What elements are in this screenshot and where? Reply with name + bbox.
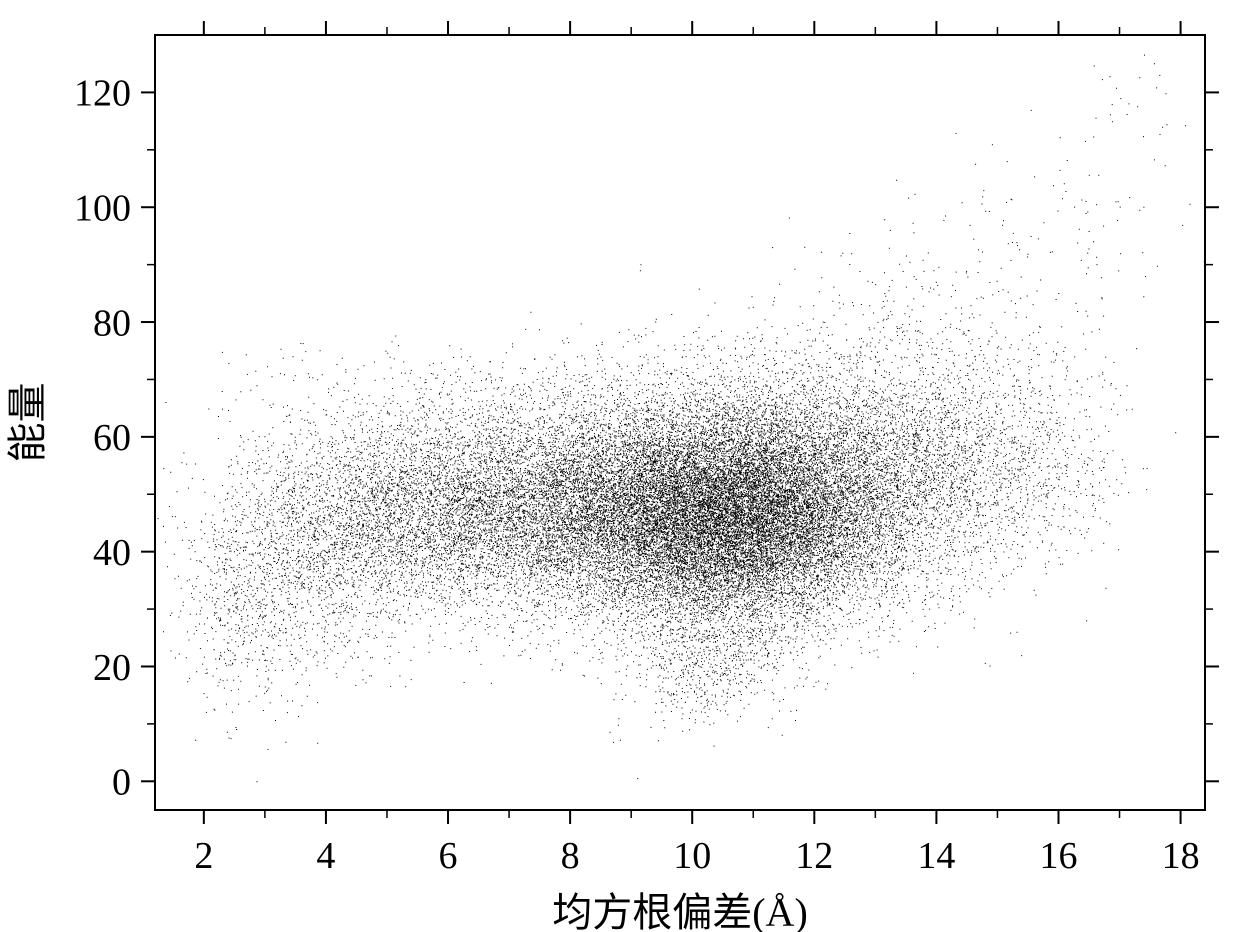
x-tick-label: 16	[1039, 835, 1077, 877]
x-tick-label: 6	[439, 835, 458, 877]
y-tick-label: 100	[74, 188, 131, 230]
y-axis-label: 能量	[5, 383, 50, 463]
x-axis-label: 均方根偏差(Å)	[552, 890, 808, 932]
y-tick-label: 40	[93, 532, 131, 574]
chart-svg: 2 4 6 8 10 12 14 16 18 0 20 40 60 80 100 120 均方根偏差(Å) 能量	[0, 0, 1240, 932]
y-tick-label: 120	[74, 73, 131, 115]
x-tick-label: 18	[1162, 835, 1200, 877]
x-tick-label: 8	[561, 835, 580, 877]
x-tick-label: 12	[795, 835, 833, 877]
scatter-chart: 2 4 6 8 10 12 14 16 18 0 20 40 60 80 100 120 均方根偏差(Å) 能量	[0, 0, 1240, 932]
x-tick-label: 10	[673, 835, 711, 877]
y-tick-label: 20	[93, 647, 131, 689]
x-tick-label: 14	[917, 835, 955, 877]
x-tick-label: 4	[316, 835, 335, 877]
y-tick-label: 0	[112, 762, 131, 804]
y-tick-label: 80	[93, 302, 131, 344]
x-tick-label: 2	[194, 835, 213, 877]
y-tick-label: 60	[93, 417, 131, 459]
